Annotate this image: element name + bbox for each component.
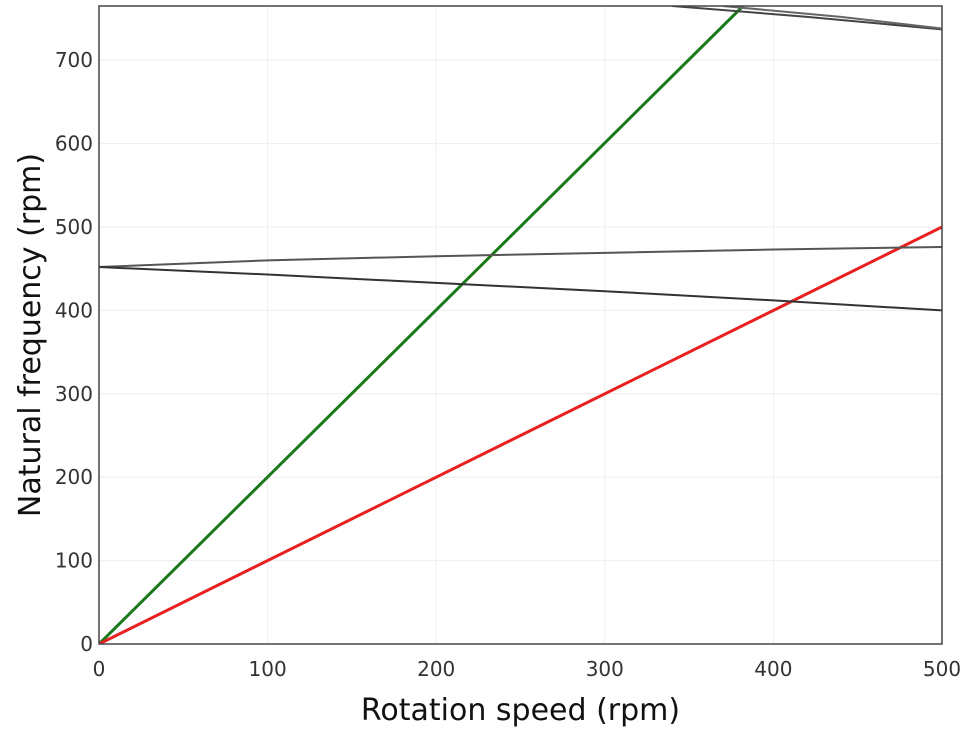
y-tick-label-7: 700 bbox=[55, 48, 93, 72]
y-tick-label-2: 200 bbox=[55, 465, 93, 489]
series-line-5 bbox=[722, 6, 942, 30]
series-line-2 bbox=[99, 246, 942, 269]
series-line-0 bbox=[99, 6, 745, 644]
x-tick-label-1: 100 bbox=[249, 657, 287, 681]
x-tick-label-2: 200 bbox=[417, 657, 455, 681]
y-tick-label-0: 0 bbox=[80, 632, 93, 656]
series-line-4 bbox=[672, 6, 942, 31]
x-tick-label-4: 400 bbox=[754, 657, 792, 681]
y-tick-label-4: 400 bbox=[55, 298, 93, 322]
x-axis-title: Rotation speed (rpm) bbox=[361, 693, 680, 728]
y-tick-label-6: 600 bbox=[55, 132, 93, 156]
series-line-3 bbox=[99, 266, 942, 312]
series-group bbox=[99, 6, 942, 644]
y-axis-title: Natural frequency (rpm) bbox=[13, 153, 48, 517]
grid bbox=[98, 6, 943, 645]
series-line-1 bbox=[99, 225, 942, 644]
y-tick-label-3: 300 bbox=[55, 382, 93, 406]
y-tick-label-5: 500 bbox=[55, 215, 93, 239]
plot-frame bbox=[98, 5, 943, 645]
x-tick-label-0: 0 bbox=[93, 657, 106, 681]
y-tick-label-1: 100 bbox=[55, 549, 93, 573]
y-ticks: 0 100 200 300 400 500 600 700 bbox=[55, 48, 93, 656]
x-tick-label-3: 300 bbox=[586, 657, 624, 681]
x-ticks: 0 100 200 300 400 500 bbox=[93, 657, 961, 681]
x-tick-label-5: 500 bbox=[923, 657, 961, 681]
